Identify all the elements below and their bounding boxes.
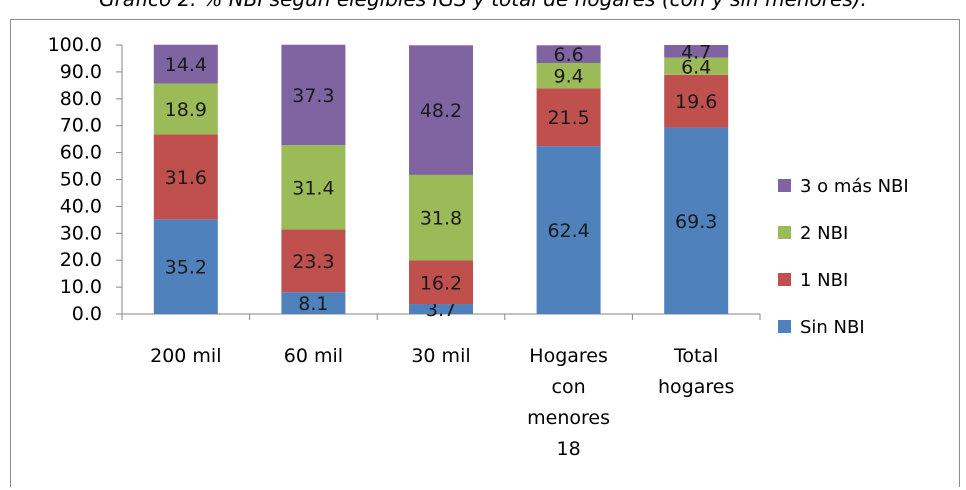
y-tick-label: 30.0 [60,222,102,244]
data-label: 69.3 [675,211,717,233]
bar-segment [409,260,473,305]
data-label: 16.2 [420,272,462,294]
x-category-label: 200 mil [150,345,221,367]
y-tick-label: 40.0 [60,195,102,217]
x-category-label: 30 mil [411,345,470,367]
y-tick-label: 90.0 [60,61,102,83]
data-label: 35.2 [165,257,207,279]
legend-swatch [778,179,791,192]
bar-segment [664,57,729,75]
data-label: 8.1 [298,293,328,315]
x-category-label: menores [527,407,610,429]
x-category-label: Total [673,345,718,367]
data-label: 9.4 [553,66,583,88]
data-label: 6.6 [553,44,583,66]
data-label: 37.3 [292,85,334,107]
data-label: 3.7 [426,299,456,321]
y-tick-label: 80.0 [60,88,102,110]
y-tick-label: 100.0 [48,34,102,56]
bar-segment [153,219,218,314]
data-label: 31.6 [165,167,207,189]
data-label: 14.4 [165,54,207,76]
legend-swatch [778,273,791,286]
bar-segment [281,145,346,230]
bar-segment [536,45,601,64]
data-label: 21.5 [547,107,589,129]
bar-segment [664,45,729,58]
x-category-label: hogares [658,376,734,398]
bar-segment [153,44,218,84]
legend-label: 1 NBI [800,270,848,291]
bar-segment [409,304,473,314]
bar-segment [153,83,218,135]
legend-label: Sin NBI [800,317,865,338]
y-tick-label: 60.0 [60,142,102,164]
bar-segment [409,174,473,261]
legend-swatch [778,320,791,333]
bar-segment [409,45,473,175]
bar-segment [536,63,601,89]
data-label: 4.7 [681,41,711,63]
bar-segment [281,44,346,146]
bar-segment [153,134,218,220]
bar-segment [664,127,729,314]
y-tick-label: 50.0 [60,169,102,191]
data-label: 48.2 [420,100,462,122]
y-tick-label: 0.0 [72,303,102,325]
data-label: 6.4 [681,56,711,78]
data-label: 31.8 [420,208,462,230]
data-label: 31.4 [292,177,334,199]
legend-swatch [778,226,791,239]
chart-frame [10,19,960,487]
bar-segment [664,74,729,128]
bar-segment [536,88,601,147]
bar-segment [281,229,346,293]
x-category-label: 60 mil [284,345,343,367]
y-tick-label: 10.0 [60,276,102,298]
x-category-label: Hogares [529,345,608,367]
y-tick-label: 20.0 [60,249,102,271]
data-label: 19.6 [675,91,717,113]
bar-segment [536,146,601,314]
chart-caption: Gráfico 2: % NBI según elegibles IGS y t… [0,0,966,11]
y-tick-label: 70.0 [60,115,102,137]
legend-label: 2 NBI [800,223,848,244]
data-label: 18.9 [165,99,207,121]
x-category-label: con [552,376,586,398]
bar-segment [281,292,346,314]
data-label: 23.3 [292,251,334,273]
x-category-label: 18 [557,438,581,460]
legend-label: 3 o más NBI [800,176,909,197]
data-label: 62.4 [547,220,589,242]
